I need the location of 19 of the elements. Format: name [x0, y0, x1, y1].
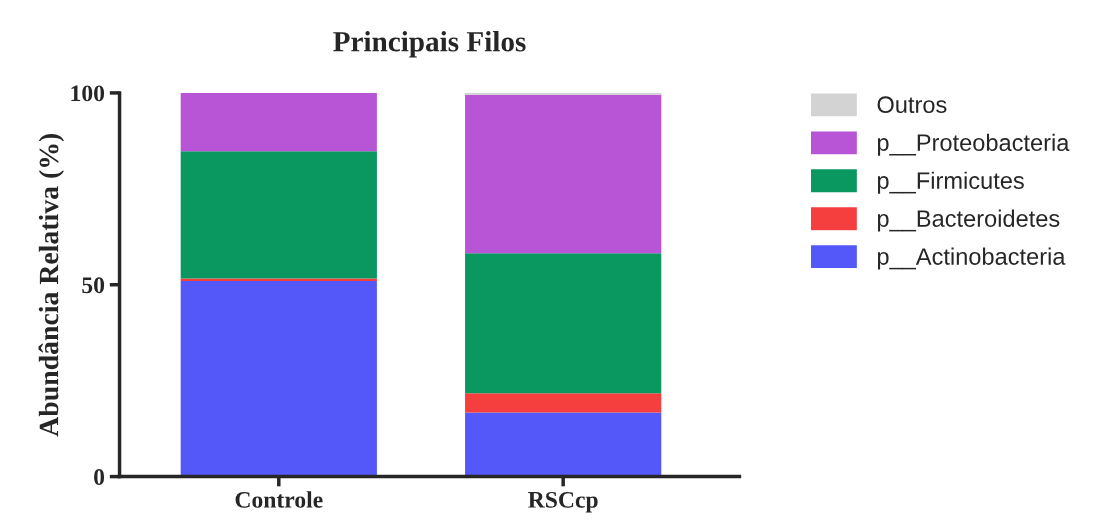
bar: [180, 92, 377, 152]
y-tick-label: 0: [94, 469, 105, 486]
legend-label: p__Actinobacteria: [877, 247, 1066, 270]
bar: [180, 280, 377, 477]
bar: [465, 253, 662, 394]
legend-label: p__Firmicutes: [877, 171, 1024, 194]
bar: [180, 151, 377, 279]
bar: [465, 393, 662, 413]
bar: [465, 412, 662, 477]
y-tick-label: 50: [82, 277, 105, 294]
legend-label: Outros: [877, 96, 947, 114]
legend-label: p__Proteobacteria: [877, 133, 1070, 156]
chart-title: Principais Filos: [333, 31, 526, 58]
y-axis-title: Abundância Relativa (%): [38, 133, 64, 437]
y-tick-label: 100: [71, 85, 105, 102]
x-tick-label: Controle: [235, 491, 323, 508]
x-tick-label: RSCcp: [528, 491, 598, 513]
bar: [465, 94, 662, 254]
legend-label: p__Bacteroidetes: [877, 209, 1060, 232]
